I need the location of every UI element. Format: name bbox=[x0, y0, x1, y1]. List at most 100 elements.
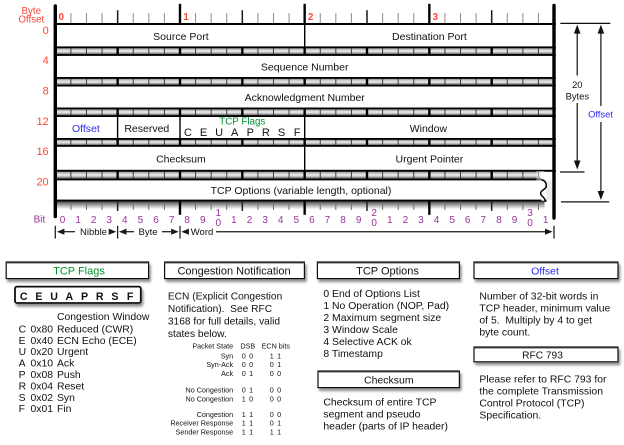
svg-text:6: 6 bbox=[309, 215, 315, 226]
svg-text:P: P bbox=[81, 291, 88, 303]
svg-text:1 0: 1 0 bbox=[242, 394, 254, 403]
svg-text:0x80: 0x80 bbox=[31, 324, 54, 335]
svg-text:2: 2 bbox=[91, 215, 97, 226]
svg-text:4: 4 bbox=[122, 215, 128, 226]
svg-text:2: 2 bbox=[247, 215, 253, 226]
svg-text:0x04: 0x04 bbox=[31, 381, 54, 392]
svg-text:Ack: Ack bbox=[57, 359, 75, 370]
svg-text:3: 3 bbox=[418, 215, 424, 226]
svg-text:Urgent Pointer: Urgent Pointer bbox=[396, 154, 464, 166]
svg-text:1 No Operation (NOP, Pad): 1 No Operation (NOP, Pad) bbox=[323, 301, 449, 312]
svg-text:2: 2 bbox=[403, 215, 409, 226]
svg-text:1 1: 1 1 bbox=[242, 419, 254, 428]
svg-text:8 Timestamp: 8 Timestamp bbox=[323, 349, 383, 360]
svg-text:P: P bbox=[247, 127, 254, 139]
svg-text:F: F bbox=[127, 291, 134, 303]
svg-text:TCP Options (variable length,: TCP Options (variable length, optional) bbox=[211, 185, 392, 197]
svg-text:E: E bbox=[19, 336, 26, 347]
svg-text:0: 0 bbox=[371, 218, 377, 229]
svg-text:9: 9 bbox=[200, 215, 206, 226]
svg-text:20: 20 bbox=[36, 176, 48, 188]
svg-text:1: 1 bbox=[387, 215, 393, 226]
svg-text:Please refer to RFC 793 for: Please refer to RFC 793 for bbox=[479, 375, 607, 386]
svg-text:ECN (Explicit Congestion: ECN (Explicit Congestion bbox=[168, 292, 282, 303]
svg-text:0 0: 0 0 bbox=[270, 369, 282, 378]
svg-text:Congestion Window: Congestion Window bbox=[57, 312, 150, 323]
svg-text:the complete Transmission: the complete Transmission bbox=[479, 387, 603, 398]
svg-text:Ack: Ack bbox=[221, 369, 233, 378]
svg-text:2 Maximum segment size: 2 Maximum segment size bbox=[323, 313, 441, 324]
svg-text:1: 1 bbox=[216, 208, 222, 219]
svg-text:Offset: Offset bbox=[18, 15, 44, 26]
svg-text:20: 20 bbox=[572, 79, 582, 90]
svg-text:Sequence Number: Sequence Number bbox=[261, 62, 349, 74]
svg-text:0: 0 bbox=[43, 25, 49, 37]
svg-text:Control Protocol (TCP): Control Protocol (TCP) bbox=[479, 399, 584, 410]
svg-text:1 1: 1 1 bbox=[242, 428, 254, 437]
svg-text:8: 8 bbox=[43, 86, 49, 98]
svg-text:Packet State: Packet State bbox=[192, 341, 233, 350]
svg-text:Syn: Syn bbox=[57, 393, 75, 404]
svg-text:Window: Window bbox=[410, 123, 448, 135]
svg-text:0 1: 0 1 bbox=[242, 385, 254, 394]
svg-text:7: 7 bbox=[325, 215, 331, 226]
svg-text:Bit: Bit bbox=[34, 214, 46, 225]
svg-text:3: 3 bbox=[433, 12, 439, 23]
svg-text:6: 6 bbox=[465, 215, 471, 226]
svg-text:DSB: DSB bbox=[240, 341, 255, 350]
svg-text:1: 1 bbox=[75, 215, 81, 226]
svg-text:0: 0 bbox=[60, 215, 66, 226]
svg-text:0 0: 0 0 bbox=[242, 351, 254, 360]
svg-text:Number of 32-bit words in: Number of 32-bit words in bbox=[479, 292, 598, 303]
svg-text:4: 4 bbox=[278, 215, 284, 226]
svg-text:R: R bbox=[19, 381, 27, 392]
svg-text:16: 16 bbox=[36, 146, 48, 158]
svg-text:U: U bbox=[19, 347, 27, 358]
svg-text:S: S bbox=[111, 291, 118, 303]
svg-text:Congestion: Congestion bbox=[197, 410, 233, 419]
svg-text:4 Selective ACK ok: 4 Selective ACK ok bbox=[323, 337, 412, 348]
svg-text:TCP Flags: TCP Flags bbox=[53, 266, 105, 278]
svg-text:3 Window Scale: 3 Window Scale bbox=[323, 325, 398, 336]
svg-text:A: A bbox=[65, 291, 73, 303]
svg-text:Offset: Offset bbox=[588, 109, 613, 120]
svg-text:Word: Word bbox=[191, 227, 214, 238]
svg-text:5: 5 bbox=[449, 215, 455, 226]
svg-text:0x20: 0x20 bbox=[31, 347, 54, 358]
svg-text:0x08: 0x08 bbox=[31, 370, 54, 381]
svg-text:4: 4 bbox=[434, 215, 440, 226]
svg-text:8: 8 bbox=[496, 215, 502, 226]
svg-text:3: 3 bbox=[527, 208, 533, 219]
svg-text:0 End of Options List: 0 End of Options List bbox=[323, 289, 420, 300]
svg-text:Reduced (CWR): Reduced (CWR) bbox=[57, 324, 133, 335]
svg-text:A: A bbox=[19, 359, 26, 370]
svg-text:Offset: Offset bbox=[531, 266, 559, 278]
svg-text:Syn-Ack: Syn-Ack bbox=[206, 360, 233, 369]
svg-text:3: 3 bbox=[106, 215, 112, 226]
svg-text:Acknowledgment Number: Acknowledgment Number bbox=[245, 92, 366, 104]
svg-text:S: S bbox=[19, 393, 26, 404]
svg-text:TCP header, minimum value: TCP header, minimum value bbox=[479, 304, 610, 315]
svg-text:Checksum: Checksum bbox=[156, 154, 206, 166]
svg-text:0x01: 0x01 bbox=[31, 404, 54, 415]
svg-text:F: F bbox=[294, 127, 301, 139]
svg-text:1 1: 1 1 bbox=[270, 351, 282, 360]
svg-text:of 5. Multiply by 4 to get: of 5. Multiply by 4 to get bbox=[479, 316, 592, 327]
svg-text:F: F bbox=[19, 404, 25, 415]
svg-text:E: E bbox=[35, 291, 42, 303]
svg-text:R: R bbox=[96, 291, 104, 303]
svg-text:Checksum of entire TCP: Checksum of entire TCP bbox=[323, 398, 436, 409]
svg-text:Syn: Syn bbox=[221, 351, 233, 360]
svg-text:byte count.: byte count. bbox=[479, 328, 530, 339]
svg-text:Notification). See RFC: Notification). See RFC bbox=[168, 304, 272, 315]
svg-text:S: S bbox=[278, 127, 285, 139]
svg-text:Source Port: Source Port bbox=[153, 31, 209, 43]
svg-text:0 0: 0 0 bbox=[270, 385, 282, 394]
svg-text:Nibble: Nibble bbox=[80, 227, 107, 238]
svg-text:0 1: 0 1 bbox=[242, 369, 254, 378]
svg-text:header (parts of IP header): header (parts of IP header) bbox=[323, 422, 448, 433]
svg-text:0x02: 0x02 bbox=[31, 393, 54, 404]
svg-text:3168 for full details, valid: 3168 for full details, valid bbox=[168, 317, 280, 328]
svg-text:4: 4 bbox=[43, 55, 49, 67]
svg-text:C: C bbox=[19, 324, 27, 335]
